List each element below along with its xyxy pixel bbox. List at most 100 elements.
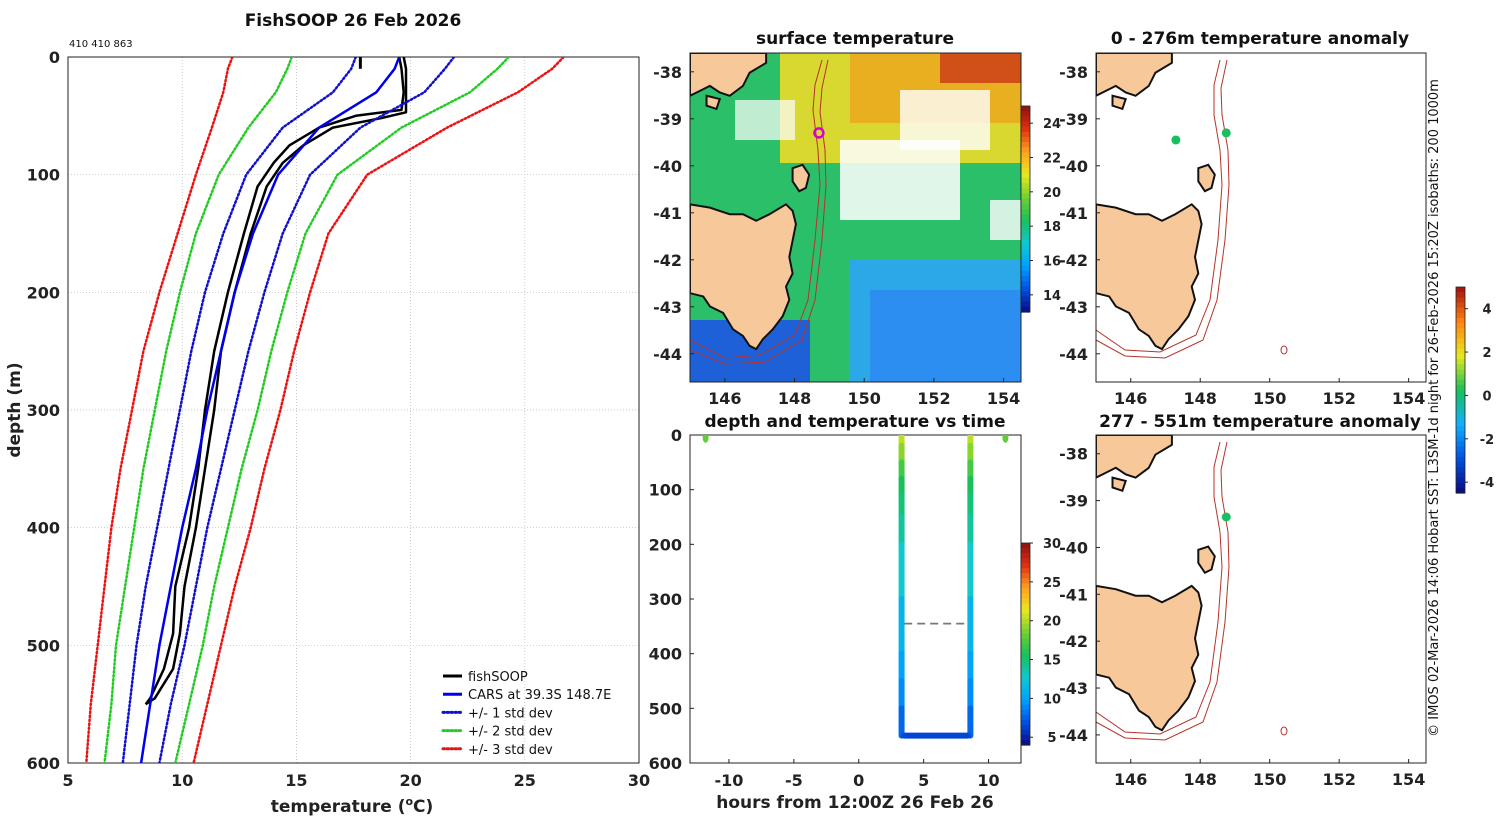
colorbar-tick: 5 [1047, 731, 1056, 746]
colorbar-segment [1021, 147, 1030, 153]
colorbar-segment [1456, 384, 1465, 391]
colorbar-segment [1456, 436, 1465, 443]
colorbar-frame [1020, 542, 1031, 746]
colorbar-segment [1456, 410, 1465, 417]
profile-series-line [103, 57, 294, 763]
profile-xtick: 30 [628, 771, 650, 790]
map-ytick: -40 [653, 157, 682, 176]
colorbar-segment [1021, 260, 1030, 267]
colorbar-segment [1456, 405, 1465, 412]
profile-xtick: 20 [399, 771, 421, 790]
colorbar-segment [1021, 588, 1030, 595]
colorbar-segment [1021, 111, 1030, 117]
colorbar-segment [1021, 172, 1030, 179]
time-xtick: -10 [714, 771, 743, 790]
colorbar-segment [1456, 359, 1465, 365]
map-ytick: -38 [653, 63, 682, 82]
colorbar-tick: 30 [1043, 537, 1061, 552]
colorbar-tick: 22 [1043, 152, 1061, 167]
map-ytick: -41 [653, 204, 682, 223]
profile-ytick: 400 [27, 519, 60, 538]
colorbar-segment [1021, 209, 1030, 215]
map-ytick: -39 [1059, 110, 1088, 129]
colorbar-segment [1021, 296, 1030, 303]
colorbar-segment [1021, 618, 1030, 625]
colorbar-segment [1021, 306, 1030, 313]
colorbar-segment [1456, 395, 1465, 401]
map-ytick: -44 [653, 345, 682, 364]
time-xtick: 0 [853, 771, 864, 790]
map-ytick: -38 [1059, 63, 1088, 82]
colorbar-segment [1021, 178, 1030, 184]
colorbar-segment [1021, 198, 1030, 205]
sst-title: surface temperature [756, 29, 954, 49]
map-ytick: -42 [1059, 632, 1088, 651]
colorbar-segment [1456, 312, 1465, 319]
colorbar-tick: 10 [1043, 692, 1061, 707]
colorbar-segment [1021, 126, 1030, 133]
colorbar-segment [1021, 301, 1030, 308]
colorbar-segment [1021, 193, 1030, 200]
colorbar-segment [1456, 369, 1465, 376]
map-ytick: -43 [1059, 679, 1088, 698]
anomaly-point [1221, 128, 1231, 138]
map-ytick: -44 [1059, 726, 1088, 745]
colorbar-segment [1456, 451, 1465, 458]
map-ytick: -42 [1059, 251, 1088, 270]
anomaly-colorbar: -4 -2 0 2 4 [1455, 286, 1494, 494]
map-ytick: -43 [1059, 298, 1088, 317]
colorbar-tick: 15 [1043, 654, 1061, 669]
sst-field [690, 53, 1021, 382]
colorbar-tick: -2 [1480, 433, 1494, 448]
colorbar-segment [1021, 568, 1030, 574]
colorbar-segment [1021, 684, 1030, 691]
colorbar-segment [1456, 487, 1465, 494]
colorbar-segment [1021, 157, 1030, 164]
colorbar-segment [1456, 400, 1465, 407]
time-ytick: 100 [649, 481, 682, 500]
colorbar-segment [1021, 270, 1030, 277]
colorbar-segment [1456, 374, 1465, 381]
time-ytick: 300 [649, 590, 682, 609]
colorbar-segment [1021, 734, 1030, 741]
colorbar-segment [1021, 598, 1030, 605]
colorbar-segment [1021, 694, 1030, 701]
colorbar-segment [1021, 131, 1030, 138]
legend-label: fishSOOP [468, 670, 528, 685]
map-ytick: -44 [1059, 345, 1088, 364]
colorbar-segment [1456, 328, 1465, 334]
anom1-axes-frame [1095, 52, 1427, 383]
map-xtick: 152 [1322, 770, 1355, 789]
colorbar-segment [1456, 482, 1465, 489]
colorbar-segment [1456, 431, 1465, 437]
colorbar-segment [1021, 628, 1030, 635]
colorbar-segment [1021, 543, 1030, 549]
time-plot [702, 435, 1009, 739]
colorbar-segment [1021, 558, 1030, 564]
colorbar-segment [1021, 664, 1030, 670]
anomaly-point [1221, 512, 1231, 522]
colorbar-segment [1021, 709, 1030, 716]
map-xtick: 148 [778, 389, 811, 408]
colorbar-segment [1021, 281, 1030, 287]
main-title: FishSOOP 26 Feb 2026 [245, 11, 462, 31]
colorbar-segment [1021, 275, 1030, 282]
surface-point [702, 435, 709, 443]
colorbar-segment [1021, 121, 1030, 128]
colorbar-segment [1021, 719, 1030, 726]
colorbar-segment [1456, 477, 1465, 484]
colorbar-segment [1021, 548, 1030, 554]
colorbar-segment [1456, 472, 1465, 479]
surface-point [1002, 435, 1009, 443]
map-xtick: 154 [987, 389, 1020, 408]
profile-xtick: 25 [514, 771, 536, 790]
legend-label: +/- 2 std dev [468, 725, 553, 740]
colorbar-segment [1021, 633, 1030, 640]
time-xtick: 5 [918, 771, 929, 790]
colorbar-segment [1021, 638, 1030, 645]
site-marker [813, 127, 825, 139]
colorbar-tick: 20 [1043, 186, 1061, 201]
profile-ytick: 300 [27, 401, 60, 420]
anom2-map [1096, 435, 1426, 763]
